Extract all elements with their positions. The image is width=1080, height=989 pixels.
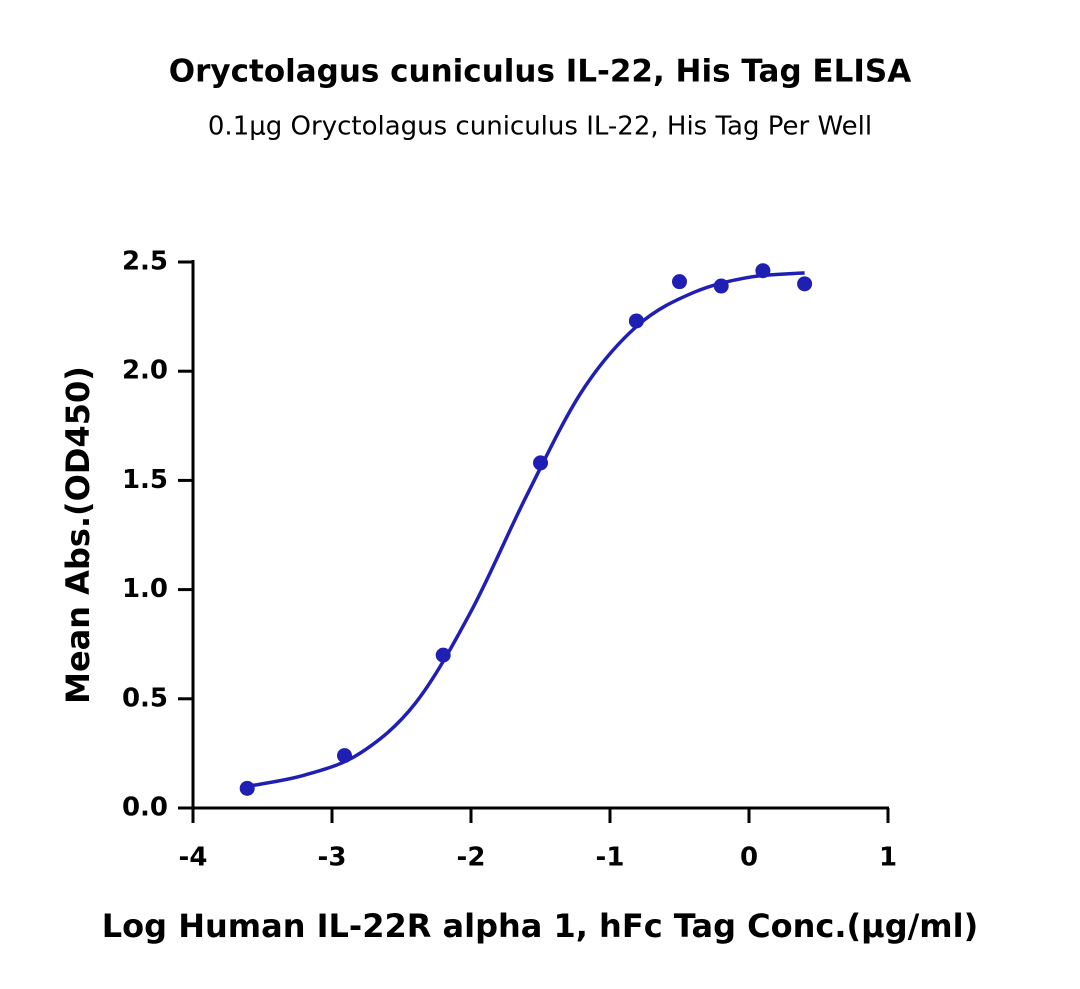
y-tick-label: 0.5	[122, 683, 168, 713]
data-point	[628, 313, 644, 329]
data-point	[797, 276, 813, 292]
x-tick-label: 1	[879, 843, 897, 873]
x-tick-label: -3	[318, 843, 347, 873]
y-tick-label: 1.0	[122, 574, 168, 604]
data-point	[239, 780, 255, 796]
y-tick-label: 1.5	[122, 465, 168, 495]
x-tick-label: 0	[740, 843, 758, 873]
data-point	[713, 278, 729, 294]
chart-subtitle: 0.1μg Oryctolagus cuniculus IL-22, His T…	[208, 112, 872, 142]
x-axis-label: Log Human IL-22R alpha 1, hFc Tag Conc.(…	[102, 907, 978, 945]
x-tick-label: -4	[179, 843, 208, 873]
data-point	[755, 263, 771, 279]
fit-curve	[248, 271, 805, 788]
x-tick-label: -2	[457, 843, 486, 873]
data-point	[672, 274, 687, 290]
data-point	[337, 748, 353, 764]
y-axis-label: Mean Abs.(OD450)	[59, 366, 97, 704]
data-point	[435, 647, 451, 663]
y-tick-label: 2.5	[122, 247, 168, 277]
x-tick-label: -1	[596, 843, 625, 873]
data-point	[533, 455, 548, 471]
y-tick-label: 2.0	[122, 356, 168, 386]
y-tick-label: 0.0	[122, 793, 168, 823]
chart-title: Oryctolagus cuniculus IL-22, His Tag ELI…	[169, 54, 911, 90]
